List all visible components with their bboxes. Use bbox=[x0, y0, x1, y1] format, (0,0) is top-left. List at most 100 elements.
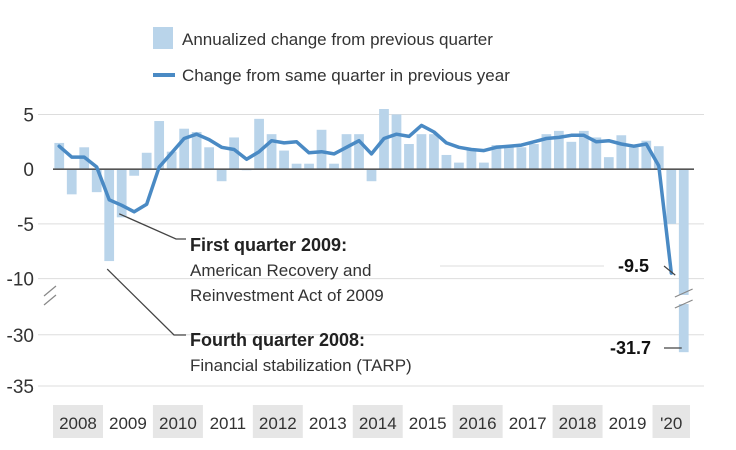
year-label: 2013 bbox=[309, 414, 347, 433]
line-point bbox=[458, 146, 460, 149]
line-point bbox=[320, 150, 323, 153]
line-point bbox=[533, 141, 535, 143]
year-label: 2018 bbox=[559, 414, 597, 433]
bar bbox=[291, 163, 302, 170]
bar bbox=[104, 169, 115, 262]
line-point bbox=[558, 136, 560, 139]
line-point bbox=[583, 134, 585, 137]
bar bbox=[316, 129, 327, 170]
line-point bbox=[345, 146, 348, 149]
year-label: 2016 bbox=[459, 414, 497, 433]
year-label: 2017 bbox=[509, 414, 547, 433]
bar bbox=[603, 157, 614, 170]
line-point bbox=[483, 149, 485, 152]
x-axis-year-labels: 2008 2009 2010 2011 2012 2013 2014 2015 2016 2017… bbox=[53, 405, 690, 438]
callout-leader-line bbox=[663, 265, 676, 276]
line-point bbox=[433, 131, 435, 133]
year-band bbox=[53, 405, 103, 438]
y-tick-label: 5 bbox=[23, 105, 34, 126]
bar-series bbox=[54, 109, 693, 353]
line-point bbox=[408, 135, 410, 138]
annotation-2008-title: Fourth quarter 2008: bbox=[190, 330, 365, 350]
line-point bbox=[508, 145, 510, 147]
bar bbox=[641, 140, 652, 170]
year-label: 2011 bbox=[210, 414, 247, 433]
bar bbox=[179, 128, 190, 170]
line-point bbox=[170, 152, 173, 154]
series-line bbox=[57, 123, 674, 275]
line-point bbox=[570, 134, 573, 137]
bar bbox=[329, 163, 339, 170]
year-label: 2019 bbox=[609, 414, 647, 433]
leader-line-2008 bbox=[106, 268, 186, 336]
line-point bbox=[383, 137, 385, 140]
line-series bbox=[57, 123, 674, 275]
line-point bbox=[270, 139, 273, 142]
bar bbox=[466, 148, 477, 170]
bar bbox=[441, 154, 452, 170]
leader-line-2009 bbox=[118, 213, 186, 240]
bar bbox=[479, 162, 489, 170]
year-label: 2014 bbox=[359, 414, 397, 433]
bar bbox=[678, 169, 689, 295]
line-point bbox=[545, 137, 548, 140]
line-point bbox=[195, 133, 198, 135]
line-point bbox=[420, 124, 423, 127]
bar bbox=[366, 169, 377, 182]
year-label: 2009 bbox=[109, 414, 147, 433]
legend: Annualized change from previous quarter … bbox=[153, 27, 510, 85]
axis-break-mark bbox=[43, 285, 57, 297]
bar bbox=[204, 147, 214, 170]
line-point bbox=[58, 145, 60, 147]
line-point bbox=[95, 166, 98, 168]
bar bbox=[341, 134, 352, 170]
line-point bbox=[233, 148, 235, 151]
bar bbox=[541, 134, 552, 170]
bar bbox=[616, 135, 627, 170]
bar-break-mark bbox=[674, 299, 693, 309]
bar bbox=[628, 147, 639, 170]
bar bbox=[491, 145, 502, 170]
line-point bbox=[620, 143, 623, 145]
line-point bbox=[245, 158, 248, 161]
legend-line-label: Change from same quarter in previous yea… bbox=[182, 66, 510, 85]
bar bbox=[229, 137, 239, 170]
line-point bbox=[208, 138, 210, 141]
gridlines bbox=[38, 113, 704, 387]
bar bbox=[66, 169, 77, 195]
legend-bar-swatch bbox=[153, 27, 173, 49]
line-point bbox=[120, 204, 123, 207]
bar bbox=[516, 147, 527, 170]
year-band bbox=[252, 405, 303, 438]
bar bbox=[666, 169, 677, 224]
year-label: '20 bbox=[660, 414, 682, 433]
bar bbox=[416, 134, 427, 170]
line-point bbox=[108, 199, 110, 201]
line-point bbox=[608, 139, 610, 142]
line-point bbox=[658, 165, 660, 167]
line-point bbox=[133, 211, 135, 213]
bar bbox=[504, 147, 514, 170]
bar bbox=[354, 134, 364, 170]
year-label: 2015 bbox=[409, 414, 447, 433]
bar bbox=[141, 152, 152, 170]
year-label: 2010 bbox=[159, 414, 197, 433]
year-band bbox=[452, 405, 503, 438]
bar bbox=[553, 130, 564, 170]
bar-break-mark bbox=[674, 288, 693, 298]
year-band bbox=[652, 405, 690, 438]
y-tick-label: -35 bbox=[7, 377, 34, 398]
year-band bbox=[552, 405, 603, 438]
line-point bbox=[283, 142, 285, 144]
line-point bbox=[258, 150, 260, 153]
bar bbox=[129, 169, 140, 176]
bar bbox=[254, 118, 264, 170]
line-point bbox=[70, 156, 73, 158]
bar bbox=[266, 134, 277, 170]
line-point bbox=[83, 156, 85, 158]
bar bbox=[529, 144, 539, 170]
bar bbox=[653, 146, 664, 170]
year-label: 2012 bbox=[259, 414, 297, 433]
y-tick-label: -30 bbox=[7, 326, 34, 347]
bar bbox=[404, 144, 414, 170]
